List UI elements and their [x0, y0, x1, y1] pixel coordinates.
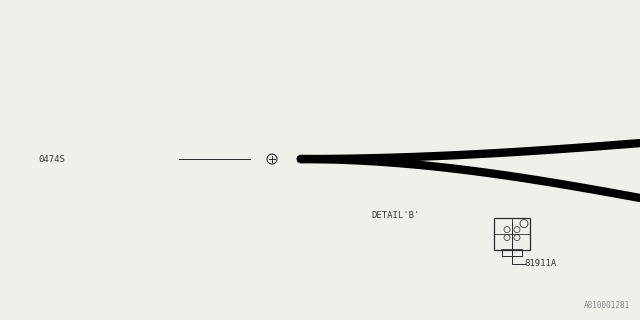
Bar: [494, 218, 530, 250]
Text: 0474S: 0474S: [38, 155, 65, 164]
Text: DETAIL'B': DETAIL'B': [371, 212, 420, 220]
Text: 81911A: 81911A: [525, 260, 557, 268]
Text: A810001281: A810001281: [584, 301, 630, 310]
